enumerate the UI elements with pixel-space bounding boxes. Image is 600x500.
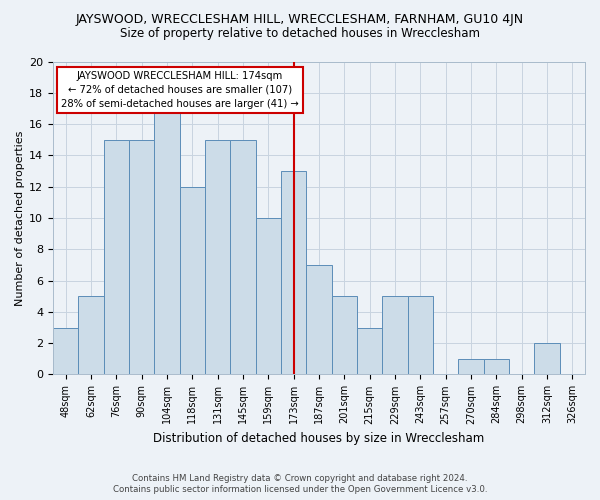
Bar <box>129 140 154 374</box>
Bar <box>79 296 104 374</box>
Bar <box>256 218 281 374</box>
Text: Contains HM Land Registry data © Crown copyright and database right 2024.
Contai: Contains HM Land Registry data © Crown c… <box>113 474 487 494</box>
Bar <box>205 140 230 374</box>
Text: JAYSWOOD, WRECCLESHAM HILL, WRECCLESHAM, FARNHAM, GU10 4JN: JAYSWOOD, WRECCLESHAM HILL, WRECCLESHAM,… <box>76 12 524 26</box>
Bar <box>332 296 357 374</box>
Bar <box>357 328 382 374</box>
Bar <box>407 296 433 374</box>
Bar <box>382 296 407 374</box>
Y-axis label: Number of detached properties: Number of detached properties <box>15 130 25 306</box>
Bar <box>104 140 129 374</box>
Bar <box>154 108 179 374</box>
Bar <box>281 171 307 374</box>
Bar <box>307 265 332 374</box>
X-axis label: Distribution of detached houses by size in Wrecclesham: Distribution of detached houses by size … <box>154 432 485 445</box>
Text: Size of property relative to detached houses in Wrecclesham: Size of property relative to detached ho… <box>120 28 480 40</box>
Bar <box>484 359 509 374</box>
Bar <box>230 140 256 374</box>
Bar <box>458 359 484 374</box>
Text: JAYSWOOD WRECCLESHAM HILL: 174sqm
← 72% of detached houses are smaller (107)
28%: JAYSWOOD WRECCLESHAM HILL: 174sqm ← 72% … <box>61 70 299 108</box>
Bar <box>179 186 205 374</box>
Bar <box>535 343 560 374</box>
Bar <box>53 328 79 374</box>
